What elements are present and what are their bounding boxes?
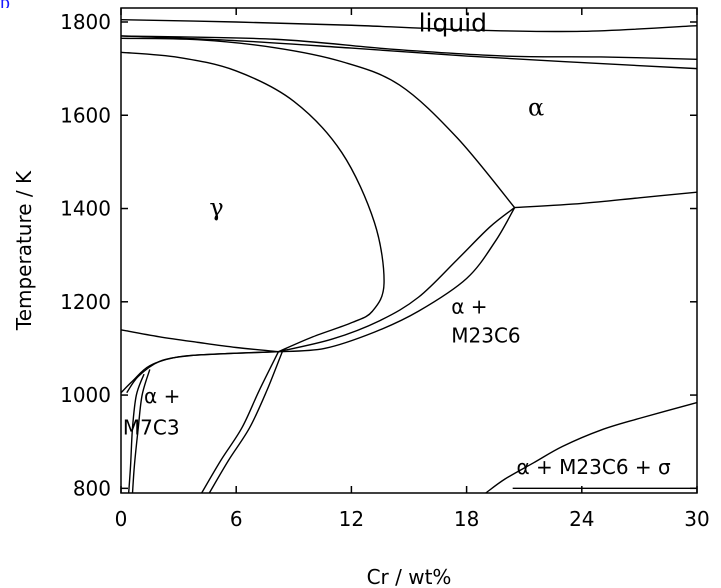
phase-boundaries: [120, 18, 698, 494]
plot-frame: [120, 7, 698, 494]
phase-boundary-curve: [131, 369, 151, 494]
x-tick-label: 18: [454, 507, 479, 531]
phase-boundary-curve: [278, 207, 516, 353]
x-tick-label: 12: [339, 507, 364, 531]
y-tick-label: 1800: [60, 10, 111, 34]
region-label-alpha-m7c3-top: α +: [144, 384, 180, 408]
phase-boundary-curve: [278, 207, 516, 353]
region-label-alpha-m23c6-bottom: M23C6: [451, 323, 520, 347]
x-axis-title: Cr / wt%: [367, 565, 452, 588]
phase-boundary-curve: [201, 351, 280, 494]
phase-boundary-curve: [120, 35, 698, 70]
phase-boundary-curve: [120, 18, 698, 33]
x-tick-label: 24: [569, 507, 594, 531]
x-tick-label: 30: [684, 507, 709, 531]
phase-boundary-curve: [485, 401, 698, 494]
y-tick-label: 1000: [60, 383, 111, 407]
phase-boundary-curve: [514, 191, 698, 209]
region-label-liquid: liquid: [419, 8, 487, 37]
region-label-alpha-m23c6-top: α +: [451, 294, 487, 318]
phase-boundary-curve: [126, 350, 279, 394]
y-tick-label: 1600: [60, 103, 111, 127]
phase-boundary-curve: [208, 351, 283, 494]
x-tick-label: 0: [115, 507, 128, 531]
phase-boundary-curve: [120, 35, 698, 60]
phase-boundary-curve: [120, 37, 516, 209]
region-label-gamma: γ: [209, 194, 223, 222]
region-label-alpha-m7c3-bottom: M7C3: [123, 416, 180, 440]
phase-boundary-curve: [120, 329, 279, 353]
region-label-alpha-m23c6-sigma: α + M23C6 + σ: [517, 455, 672, 479]
phase-boundary-curve: [127, 373, 145, 494]
y-tick-label: 800: [73, 476, 111, 500]
region-labels: liquid α γ α + M23C6 α + M7C3 α + M23C6 + σ: [123, 8, 671, 479]
corner-link-fragment[interactable]: p: [0, 0, 14, 8]
x-tick-label: 6: [230, 507, 243, 531]
y-axis-title: Temperature / K: [12, 170, 36, 331]
region-label-alpha: α: [528, 93, 544, 121]
phase-boundary-curve: [120, 51, 385, 353]
axis-ticks: 0 6 12 18 24 30 800 1000 1200 1400 1600 1800: [60, 8, 710, 531]
y-tick-label: 1200: [60, 290, 111, 314]
y-tick-label: 1400: [60, 197, 111, 221]
